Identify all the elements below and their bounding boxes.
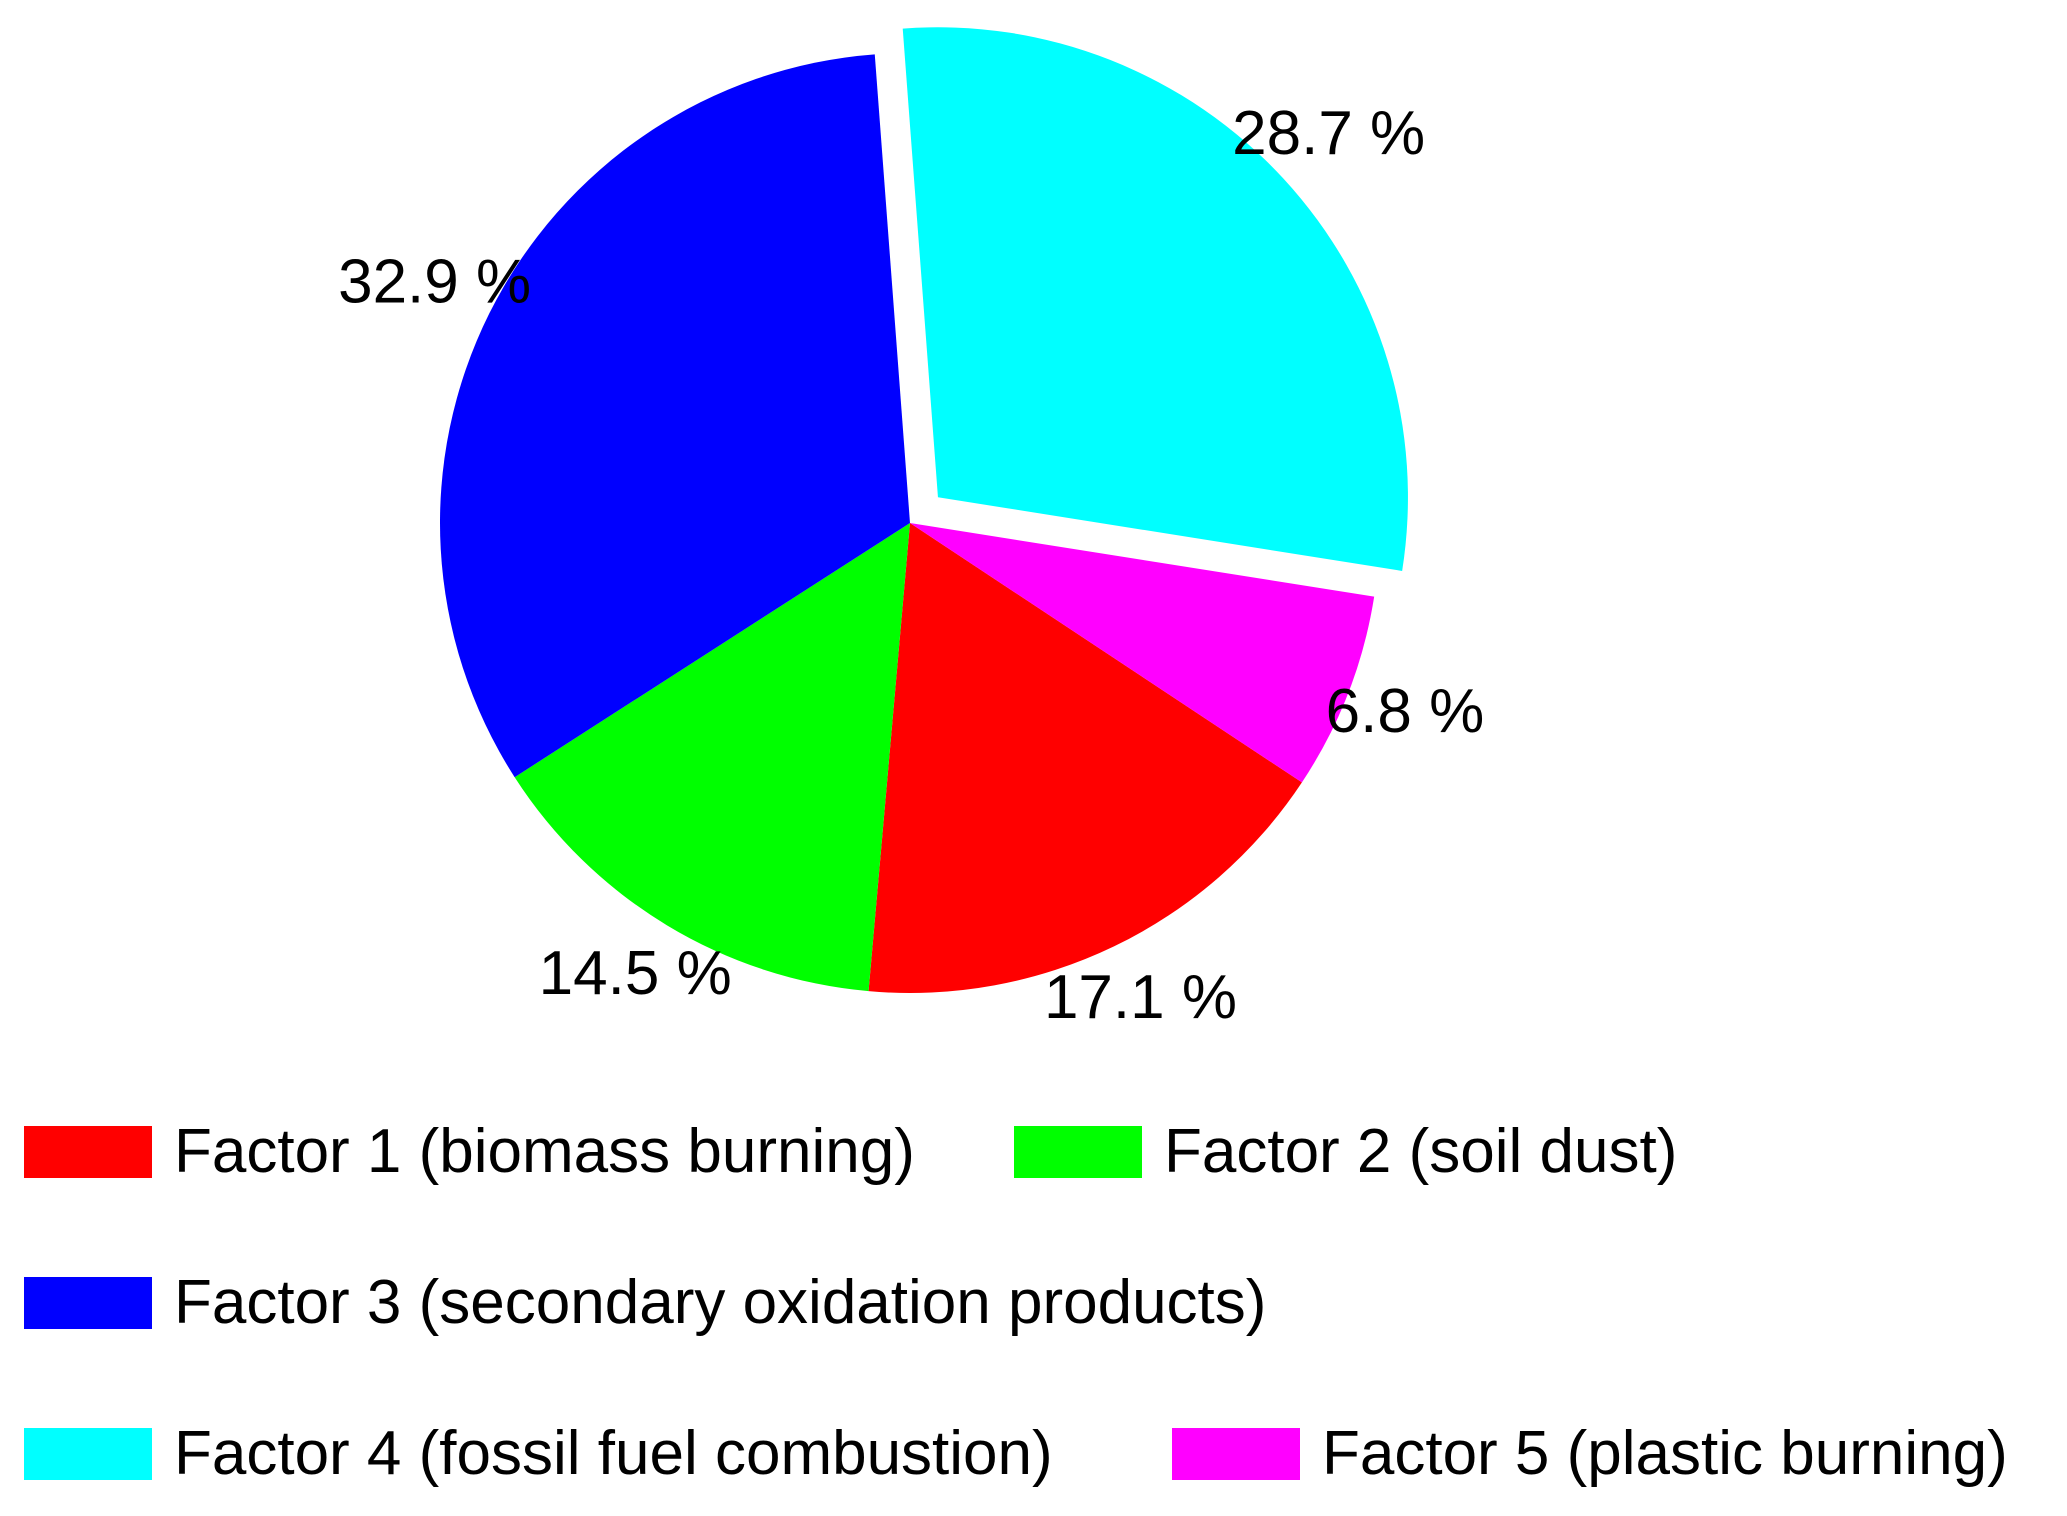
pie-slice-factor-5 [910, 523, 1375, 783]
pie-slice-factor-1 [868, 523, 1302, 993]
pie-slice-factor-3 [439, 54, 910, 778]
pie-label-factor-1: 17.1 % [1044, 963, 1237, 1032]
pie-label-factor-2: 14.5 % [539, 939, 732, 1008]
pie-slices [439, 27, 1408, 993]
pie-slice-factor-4 [902, 27, 1408, 571]
pie-slice-factor-2 [514, 523, 910, 992]
pie-label-factor-4: 28.7 % [1232, 99, 1425, 168]
pie-labels: 17.1 % 14.5 % 32.9 % 28.7 % 6.8 % [338, 99, 1484, 1032]
pie-label-factor-3: 32.9 % [338, 248, 531, 317]
pie-label-factor-5: 6.8 % [1326, 677, 1485, 746]
